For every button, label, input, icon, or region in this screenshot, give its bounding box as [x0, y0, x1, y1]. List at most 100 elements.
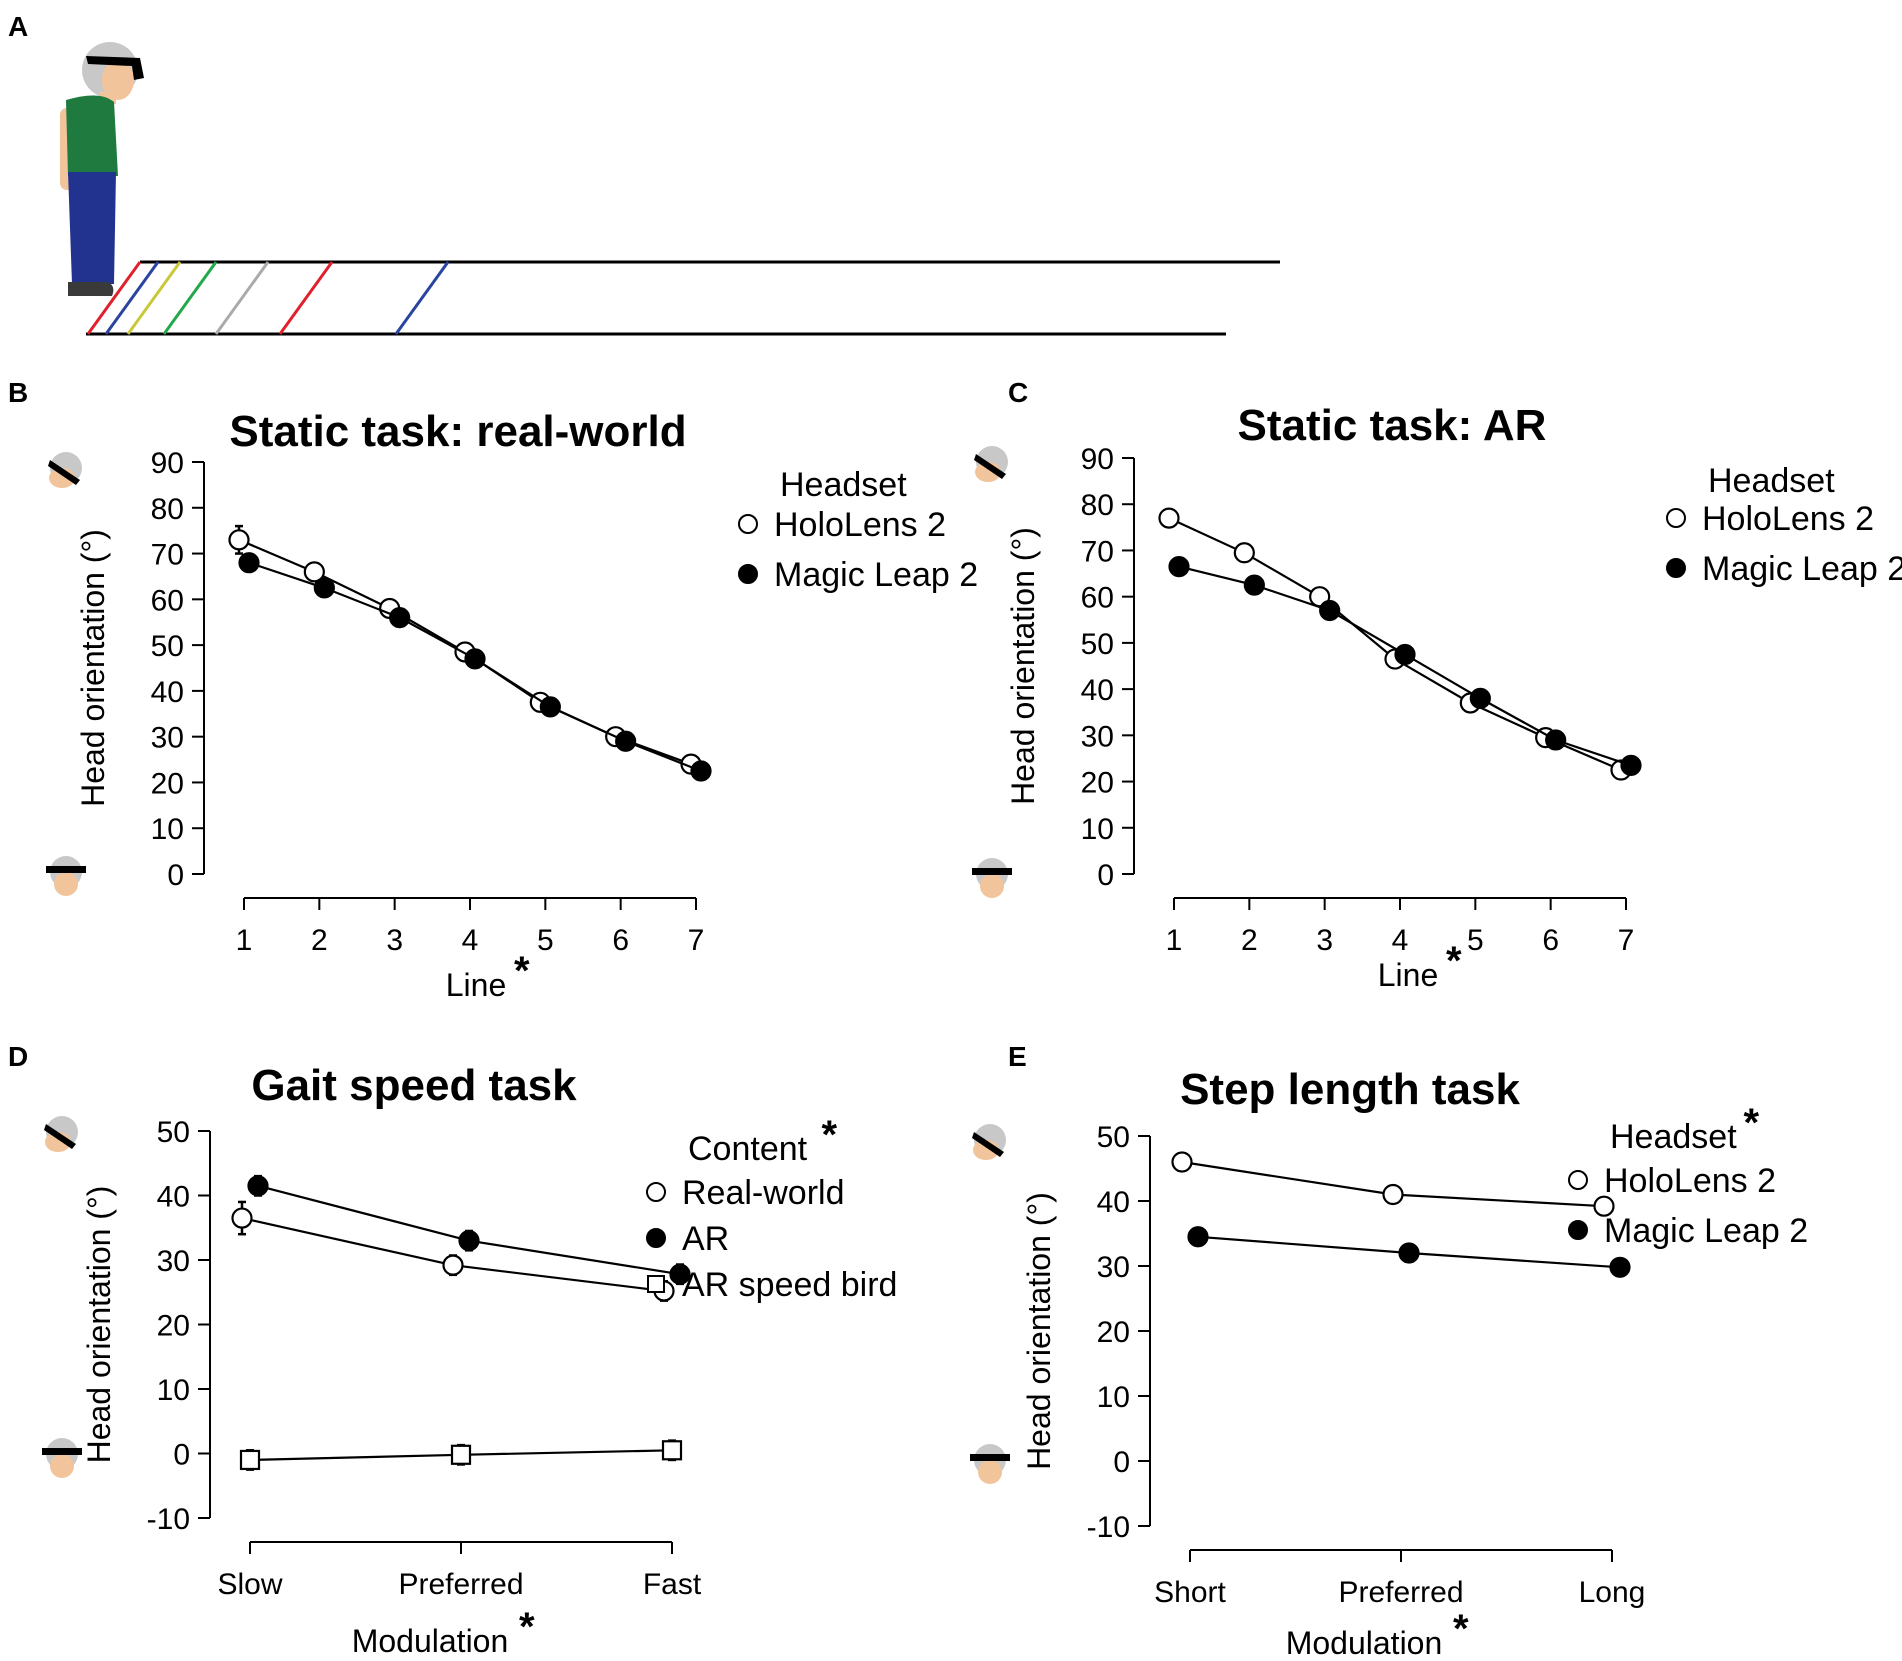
y-tick-label: 30 [151, 722, 184, 755]
head-up-icon-band [972, 1132, 1004, 1157]
data-point [690, 760, 712, 782]
y-tick-label: 20 [151, 767, 184, 800]
data-point [239, 1449, 261, 1471]
x-tick-label: 4 [462, 924, 479, 957]
x-tick-label: 2 [1241, 924, 1258, 957]
y-tick-label: 40 [151, 676, 184, 709]
data-point [1620, 754, 1642, 776]
y-tick-label: 10 [151, 813, 184, 846]
person-trousers [68, 172, 116, 284]
legend-title: Headset [1610, 1118, 1737, 1156]
y-tick-label: 70 [1081, 535, 1114, 568]
x-tick-label: 3 [386, 924, 403, 957]
data-point [228, 529, 250, 551]
person-illustration [60, 42, 144, 296]
legend-significance-mark: * [1744, 1101, 1760, 1145]
head-up-icon [48, 452, 82, 488]
x-tick-label: Fast [643, 1568, 702, 1601]
data-point [1469, 687, 1491, 709]
panel-letter-b: B [8, 377, 28, 408]
y-tick-label: 60 [151, 584, 184, 617]
y-tick-label: 70 [151, 539, 184, 572]
x-tick-label: 4 [1392, 924, 1409, 957]
y-tick-label: 40 [157, 1181, 190, 1214]
data-point [615, 730, 637, 752]
y-tick-label: 0 [167, 859, 184, 892]
head-down-icon [46, 856, 86, 896]
head-down-icon-face [980, 874, 1004, 898]
head-down-icon-face [54, 872, 78, 896]
x-tick-label: Long [1579, 1576, 1646, 1609]
y-tick-label: 10 [1097, 1381, 1130, 1414]
legend-marker [647, 1275, 665, 1293]
data-point [539, 696, 561, 718]
headset-icon [86, 56, 144, 80]
floor-line-6 [278, 261, 334, 335]
x-tick-label: Short [1154, 1576, 1226, 1609]
x-tick-label: 7 [688, 924, 705, 957]
legend-label: Magic Leap 2 [774, 556, 978, 594]
head-up-icon-band [48, 460, 80, 485]
data-point [458, 1230, 480, 1252]
head-up-icon-band [44, 1124, 76, 1149]
head-up-icon [44, 1116, 78, 1152]
legend-label: Real-world [682, 1174, 845, 1212]
legend-title: Content [688, 1130, 808, 1168]
y-tick-label: 90 [1081, 443, 1114, 476]
y-tick-label: 30 [1081, 720, 1114, 753]
chart-static-ar: Static task: AR 0 10 20 30 40 50 60 70 80 90 Head o… [972, 401, 1902, 993]
x-tick-label: 1 [236, 924, 253, 957]
legend-label: AR [682, 1220, 729, 1258]
x-axis-label: Modulation [1286, 1625, 1443, 1661]
legend-significance-mark: * [822, 1113, 838, 1157]
data-point [1233, 542, 1255, 564]
head-down-icon [970, 1444, 1010, 1484]
y-tick-label: 80 [151, 493, 184, 526]
legend-marker [1568, 1170, 1588, 1190]
data-point [231, 1207, 253, 1229]
chart-title: Gait speed task [251, 1061, 577, 1110]
head-up-icon-band [974, 454, 1006, 479]
x-axis-label: Line [1378, 957, 1439, 993]
panel-letter-e: E [1008, 1041, 1027, 1072]
panel-letter-d: D [8, 1041, 28, 1072]
data-point [389, 607, 411, 629]
y-tick-label: 20 [1097, 1316, 1130, 1349]
head-down-icon-band [972, 868, 1012, 875]
person-shirt [66, 95, 118, 176]
y-axis-label: Head orientation (°) [1005, 527, 1041, 805]
person-shoe [68, 282, 114, 296]
panel-letter-a: A [8, 11, 28, 42]
x-tick-label: 2 [311, 924, 328, 957]
y-tick-label: 50 [151, 630, 184, 663]
data-point [1158, 507, 1180, 529]
legend-title: Headset [780, 466, 907, 504]
data-point [238, 552, 260, 574]
y-axis-label: Head orientation (°) [1021, 1192, 1057, 1470]
legend-marker [1666, 508, 1686, 528]
head-down-icon [42, 1438, 82, 1478]
y-axis-label: Head orientation (°) [75, 529, 111, 807]
floor-line-1 [86, 261, 142, 335]
data-point [450, 1444, 472, 1465]
x-tick-label: Preferred [398, 1568, 523, 1601]
legend-label: AR speed bird [682, 1266, 897, 1304]
data-point [313, 577, 335, 599]
data-point [442, 1254, 464, 1276]
head-down-icon-face [50, 1454, 74, 1478]
x-tick-label: Slow [217, 1568, 282, 1601]
floor-line-2 [104, 261, 160, 335]
y-tick-label: 50 [1097, 1121, 1130, 1154]
data-point [1545, 729, 1567, 751]
y-tick-label: 20 [1081, 767, 1114, 800]
y-tick-label: 20 [157, 1310, 190, 1343]
legend-title: Headset [1708, 462, 1835, 500]
y-tick-label: 0 [1113, 1446, 1130, 1479]
y-tick-label: 90 [151, 447, 184, 480]
legend-label: HoloLens 2 [1604, 1162, 1776, 1200]
chart-title: Static task: real-world [229, 407, 686, 456]
x-tick-label: 6 [1542, 924, 1559, 957]
x-tick-label: 1 [1166, 924, 1183, 957]
data-point [247, 1175, 269, 1197]
data-point [1243, 574, 1265, 596]
